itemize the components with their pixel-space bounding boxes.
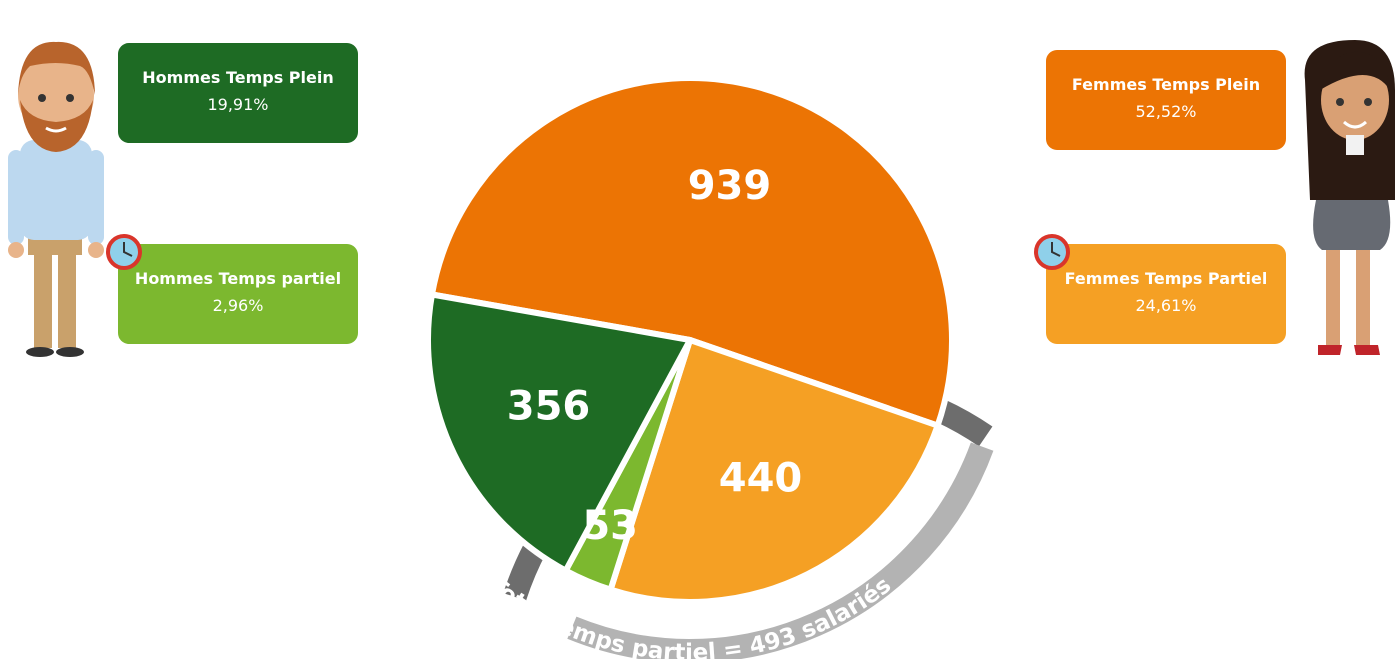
pie-slice [607,337,941,605]
legend-share: 19,91% [207,95,268,114]
clock-icon [1034,234,1070,270]
legend-share: 2,96% [213,296,264,315]
clock-icon [106,234,142,270]
slice-value-label: 440 [719,456,803,502]
legend-name: Hommes Temps Plein [142,68,333,87]
legend-name: Femmes Temps Plein [1072,75,1260,94]
ring-part-time [567,442,994,659]
legend-box [1046,50,1286,150]
pie-slice [425,291,693,574]
legend-box [118,43,358,143]
legend-box [1046,244,1286,344]
legend-share: 52,52% [1135,102,1196,121]
legend-name: Femmes Temps Partiel [1065,269,1268,288]
slice-value-label: 53 [582,503,638,549]
legend-share: 24,61% [1135,296,1196,315]
slice-value-label: 939 [688,163,772,209]
man-figure [8,41,104,357]
legend-box [118,244,358,344]
slice-value-label: 356 [507,384,591,430]
pie-slice [428,75,955,429]
woman-figure [1304,40,1395,355]
legend-name: Hommes Temps partiel [135,269,341,288]
